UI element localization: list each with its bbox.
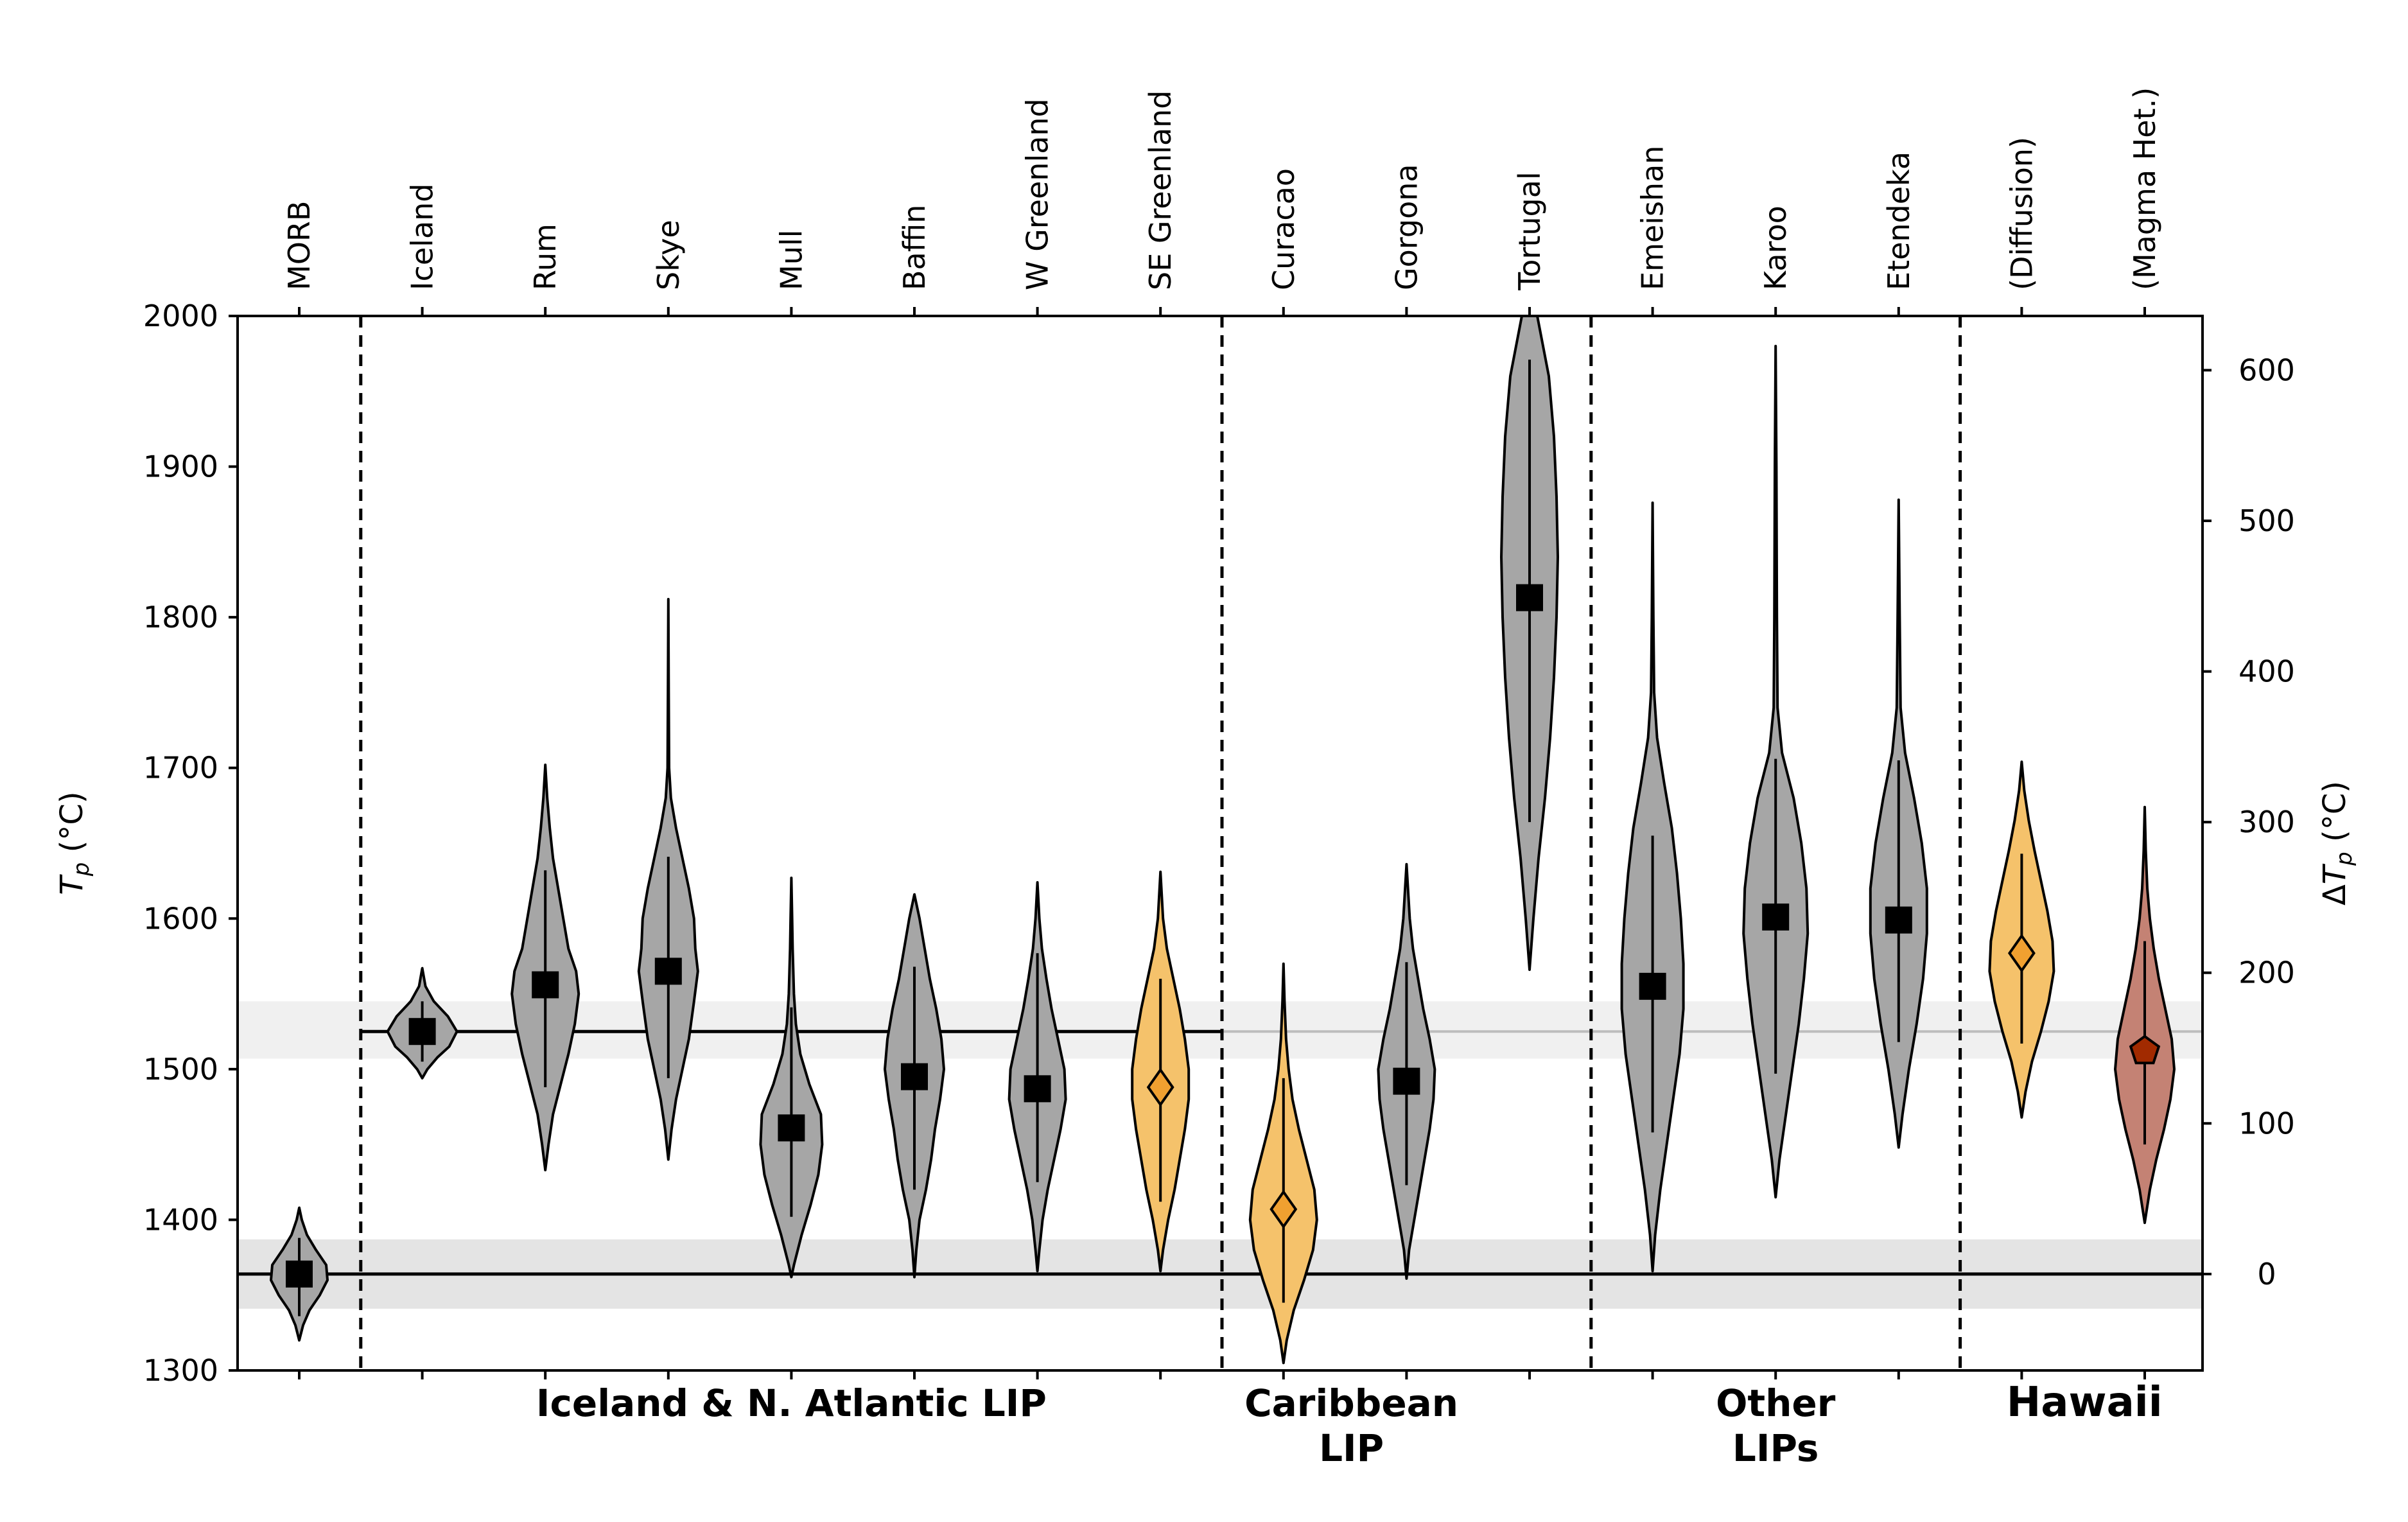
violin-mull-median-marker	[778, 1114, 805, 1142]
y-tick-label-2000: 2000	[143, 299, 218, 333]
group-label-line: Iceland & N. Atlantic LIP	[536, 1381, 1047, 1425]
violin-etendeka-median-marker	[1885, 906, 1912, 934]
group-label-caribbean-lip: Caribbean LIP	[1244, 1381, 1458, 1470]
category-label-w-greenland: W Greenland	[1020, 98, 1055, 290]
violin-w-greenland-median-marker	[1024, 1075, 1051, 1103]
category-label-emeishan: Emeishan	[1636, 146, 1670, 290]
group-label-line: LIPs	[1732, 1426, 1819, 1470]
y2-tick-label-0: 0	[2257, 1257, 2276, 1291]
category-label-mull: Mull	[774, 230, 808, 290]
y2-tick-label-200: 200	[2238, 956, 2295, 990]
category-label-morb: MORB	[282, 201, 317, 290]
y-axis-title: Tp (°C)	[54, 791, 94, 895]
violin-tortugal-median-marker	[1516, 584, 1543, 611]
category-label-tortugal: Tortugal	[1512, 171, 1547, 291]
y-tick-label-1900: 1900	[143, 450, 218, 484]
group-label-iceland-n-atlantic-lip: Iceland & N. Atlantic LIP	[536, 1381, 1047, 1425]
category-label-diffusion: (Diffusion)	[2004, 137, 2039, 290]
y-tick-label-1600: 1600	[143, 901, 218, 936]
category-axis-bottom	[298, 1370, 2146, 1379]
violin-magma-het-median-marker	[2129, 1035, 2161, 1065]
group-label-line: LIP	[1319, 1426, 1384, 1470]
category-label-baffin: Baffin	[897, 205, 932, 290]
category-axis-top: MORB Iceland Rum Skye Mull Baffin W Greenland S…	[282, 87, 2162, 316]
y-tick-label-1400: 1400	[143, 1202, 218, 1237]
y-axis-right-title: ΔTp (°C)	[2317, 781, 2357, 905]
category-label-karoo: Karoo	[1758, 206, 1793, 290]
y2-tick-label-400: 400	[2238, 654, 2295, 689]
y-tick-label-1800: 1800	[143, 600, 218, 634]
group-label-line: Other	[1716, 1381, 1836, 1425]
y-axis-left: 1300 1400 1500 1600 1700 1800 1900 2000	[143, 299, 238, 1388]
category-label-etendeka: Etendeka	[1881, 152, 1916, 290]
violin-rum-median-marker	[532, 971, 559, 999]
violin-skye-median-marker	[654, 958, 682, 985]
group-label-hawaii: Hawaii	[2007, 1379, 2163, 1426]
group-separators	[359, 316, 1962, 1370]
violin-diffusion-median-marker	[2007, 933, 2036, 973]
category-label-gorgona: Gorgona	[1389, 164, 1424, 290]
category-label-magma-het: (Magma Het.)	[2127, 87, 2162, 290]
category-label-se-greenland: SE Greenland	[1143, 90, 1178, 290]
violin-morb-median-marker	[286, 1260, 313, 1288]
violin-baffin-median-marker	[901, 1063, 928, 1090]
violins	[270, 315, 2176, 1365]
y-tick-label-1300: 1300	[143, 1353, 218, 1388]
y2-tick-label-100: 100	[2238, 1106, 2295, 1141]
category-label-iceland: Iceland	[405, 184, 440, 290]
y2-tick-label-500: 500	[2238, 503, 2295, 538]
y-tick-label-1700: 1700	[143, 751, 218, 785]
violin-se-greenland-median-marker	[1146, 1067, 1174, 1107]
group-label-line: Hawaii	[2007, 1379, 2163, 1426]
category-label-curacao: Curacao	[1266, 168, 1301, 290]
y2-tick-label-600: 600	[2238, 353, 2295, 387]
category-label-rum: Rum	[528, 223, 563, 290]
plot-frame	[236, 315, 2204, 1372]
violin-karoo-median-marker	[1762, 903, 1790, 931]
group-label-other-lips: Other LIPs	[1716, 1381, 1836, 1470]
violin-iceland-median-marker	[408, 1018, 436, 1045]
violin-curacao-median-marker	[1269, 1189, 1298, 1229]
violin-emeishan-median-marker	[1639, 972, 1666, 1000]
y2-tick-label-300: 300	[2238, 805, 2295, 839]
group-label-line: Caribbean	[1244, 1381, 1458, 1425]
category-label-skye: Skye	[651, 220, 686, 290]
y-axis-right: 0 100 200 300 400 500 600	[2203, 353, 2295, 1291]
y-tick-label-1500: 1500	[143, 1052, 218, 1087]
violin-gorgona-median-marker	[1393, 1067, 1420, 1095]
group-labels: Iceland & N. Atlantic LIP Caribbean LIP Oth…	[536, 1379, 2163, 1470]
